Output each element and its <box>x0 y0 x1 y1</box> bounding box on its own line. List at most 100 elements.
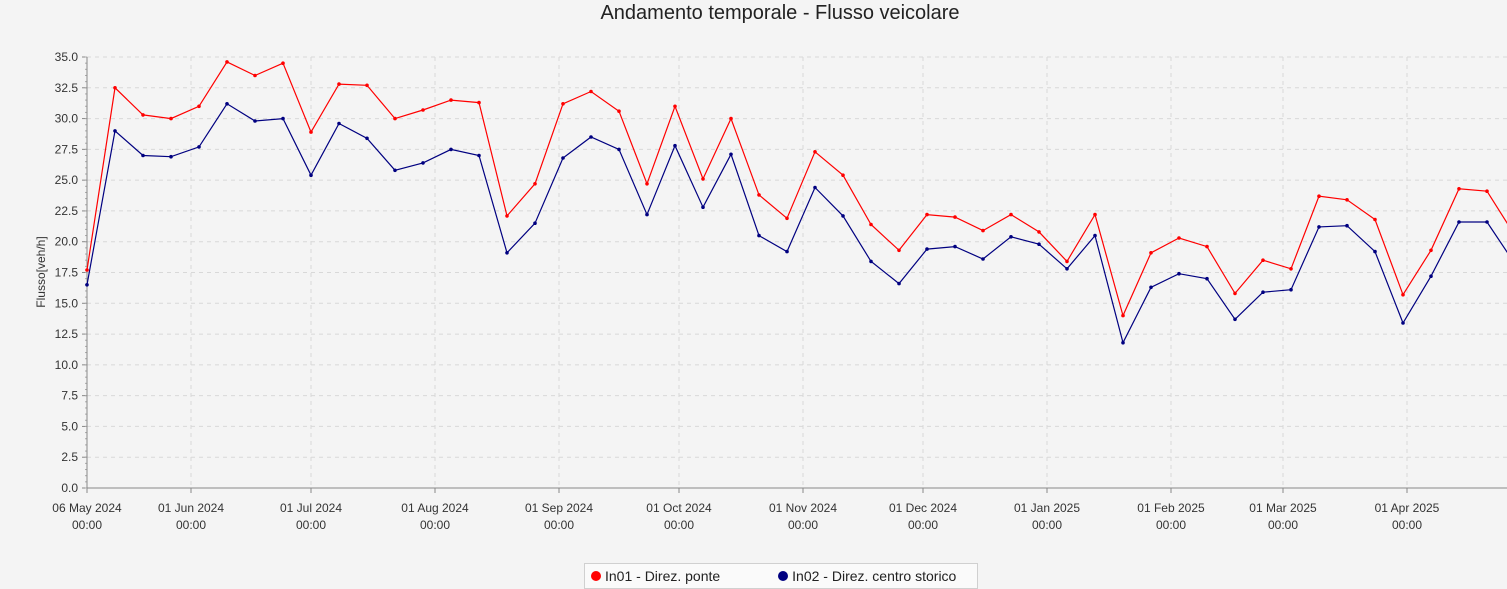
data-point-series-1 <box>1401 292 1405 297</box>
data-point-series-1 <box>365 83 369 88</box>
legend-marker-series-2 <box>778 571 789 581</box>
data-point-series-2 <box>1429 274 1433 279</box>
data-point-series-1 <box>1037 230 1041 234</box>
data-point-series-1 <box>645 182 649 186</box>
y-tick-label: 20.0 <box>55 235 79 249</box>
data-point-series-2 <box>953 244 957 249</box>
series-layer <box>85 60 1507 345</box>
data-point-series-1 <box>337 82 341 86</box>
data-point-series-1 <box>1121 313 1125 318</box>
data-point-series-2 <box>981 257 985 261</box>
data-point-series-2 <box>701 205 705 209</box>
data-point-series-1 <box>1429 248 1433 253</box>
data-point-series-1 <box>841 173 845 177</box>
x-tick-label-time: 00:00 <box>664 518 694 532</box>
data-point-series-2 <box>1317 225 1321 229</box>
data-point-series-2 <box>421 161 425 165</box>
x-tick-label: 01 Oct 2024 <box>646 501 712 515</box>
data-point-series-2 <box>645 212 649 217</box>
data-point-series-1 <box>449 98 453 102</box>
legend-item-series-1: In01 - Direz. ponte <box>591 568 720 584</box>
data-point-series-1 <box>505 214 509 218</box>
data-point-series-2 <box>1009 235 1013 239</box>
data-point-series-1 <box>141 113 145 117</box>
data-point-series-1 <box>197 104 201 109</box>
data-point-series-1 <box>1345 198 1349 202</box>
data-point-series-2 <box>309 173 313 177</box>
data-point-series-2 <box>673 143 677 148</box>
series-line-2 <box>86 102 1507 345</box>
data-point-series-2 <box>225 102 229 106</box>
data-point-series-2 <box>533 221 537 225</box>
data-point-series-2 <box>785 249 789 254</box>
data-point-series-1 <box>309 130 313 134</box>
data-point-series-2 <box>449 147 453 152</box>
data-point-series-1 <box>1261 258 1265 263</box>
series-line-1 <box>86 61 1507 318</box>
data-point-series-1 <box>1373 217 1377 222</box>
data-point-series-2 <box>505 251 509 255</box>
chart-title: Andamento temporale - Flusso veicolare <box>600 2 960 24</box>
data-point-series-2 <box>1037 242 1041 246</box>
y-tick-label: 35.0 <box>55 50 79 64</box>
data-point-series-1 <box>673 104 677 109</box>
data-point-series-2 <box>841 214 845 218</box>
x-tick-label: 01 Jul 2024 <box>280 501 342 515</box>
data-point-series-1 <box>729 116 733 121</box>
x-tick-label-time: 00:00 <box>908 518 938 532</box>
legend-label-series-2: In02 - Direz. centro storico <box>792 568 957 584</box>
data-point-series-2 <box>1177 271 1181 276</box>
x-tick-label-time: 00:00 <box>72 518 102 532</box>
x-tick-label: 01 Sep 2024 <box>525 501 593 515</box>
legend-marker-series-1 <box>591 571 601 581</box>
data-point-series-1 <box>253 73 257 78</box>
data-point-series-1 <box>1289 267 1293 271</box>
x-tick-label-time: 00:00 <box>1268 518 1298 532</box>
x-tick-label-time: 00:00 <box>296 518 326 532</box>
data-point-series-1 <box>869 222 873 227</box>
legend-label-series-1: In01 - Direz. ponte <box>605 568 721 584</box>
y-tick-label: 15.0 <box>55 296 79 310</box>
data-point-series-2 <box>869 259 873 264</box>
x-tick-label-time: 00:00 <box>1392 518 1422 532</box>
data-point-series-2 <box>561 156 565 160</box>
data-point-series-1 <box>617 109 621 113</box>
data-point-series-1 <box>1093 212 1097 217</box>
data-point-series-2 <box>1093 233 1097 238</box>
data-point-series-1 <box>477 100 481 105</box>
data-point-series-1 <box>757 193 761 197</box>
data-point-series-2 <box>1261 290 1265 295</box>
data-point-series-1 <box>1009 212 1013 217</box>
data-point-series-1 <box>113 86 117 90</box>
legend-item-series-2: In02 - Direz. centro storico <box>778 568 956 584</box>
y-tick-label: 22.5 <box>55 204 79 218</box>
x-tick-label: 01 Dec 2024 <box>889 501 957 515</box>
x-tick-label: 01 Mar 2025 <box>1249 501 1317 515</box>
data-point-series-1 <box>701 177 705 181</box>
data-point-series-2 <box>617 147 621 152</box>
data-point-series-2 <box>1149 285 1153 290</box>
data-point-series-2 <box>1457 220 1461 224</box>
y-tick-label: 10.0 <box>55 358 79 372</box>
y-tick-label: 27.5 <box>55 142 79 156</box>
x-tick-label: 01 Aug 2024 <box>401 501 469 515</box>
data-point-series-1 <box>1205 244 1209 249</box>
y-tick-label: 25.0 <box>55 173 79 187</box>
data-point-series-1 <box>1177 236 1181 240</box>
x-tick-label: 01 Nov 2024 <box>769 501 837 515</box>
data-point-series-1 <box>169 116 173 121</box>
data-point-series-1 <box>589 89 593 94</box>
data-point-series-1 <box>925 212 929 217</box>
data-point-series-2 <box>813 185 817 190</box>
x-tick-label-time: 00:00 <box>420 518 450 532</box>
data-point-series-2 <box>281 116 285 121</box>
y-tick-label: 7.5 <box>61 389 78 403</box>
data-point-series-1 <box>897 248 901 253</box>
y-tick-label: 32.5 <box>55 81 79 95</box>
x-tick-label-time: 00:00 <box>1032 518 1062 532</box>
data-point-series-1 <box>421 108 425 112</box>
data-point-series-1 <box>393 116 397 121</box>
data-point-series-1 <box>1065 259 1069 264</box>
axes: 0.0 2.5 5.0 7.5 10.0 12.5 15.0 17.5 20.0 22.5 25.0… <box>52 50 1507 532</box>
data-point-series-2 <box>1233 317 1237 322</box>
